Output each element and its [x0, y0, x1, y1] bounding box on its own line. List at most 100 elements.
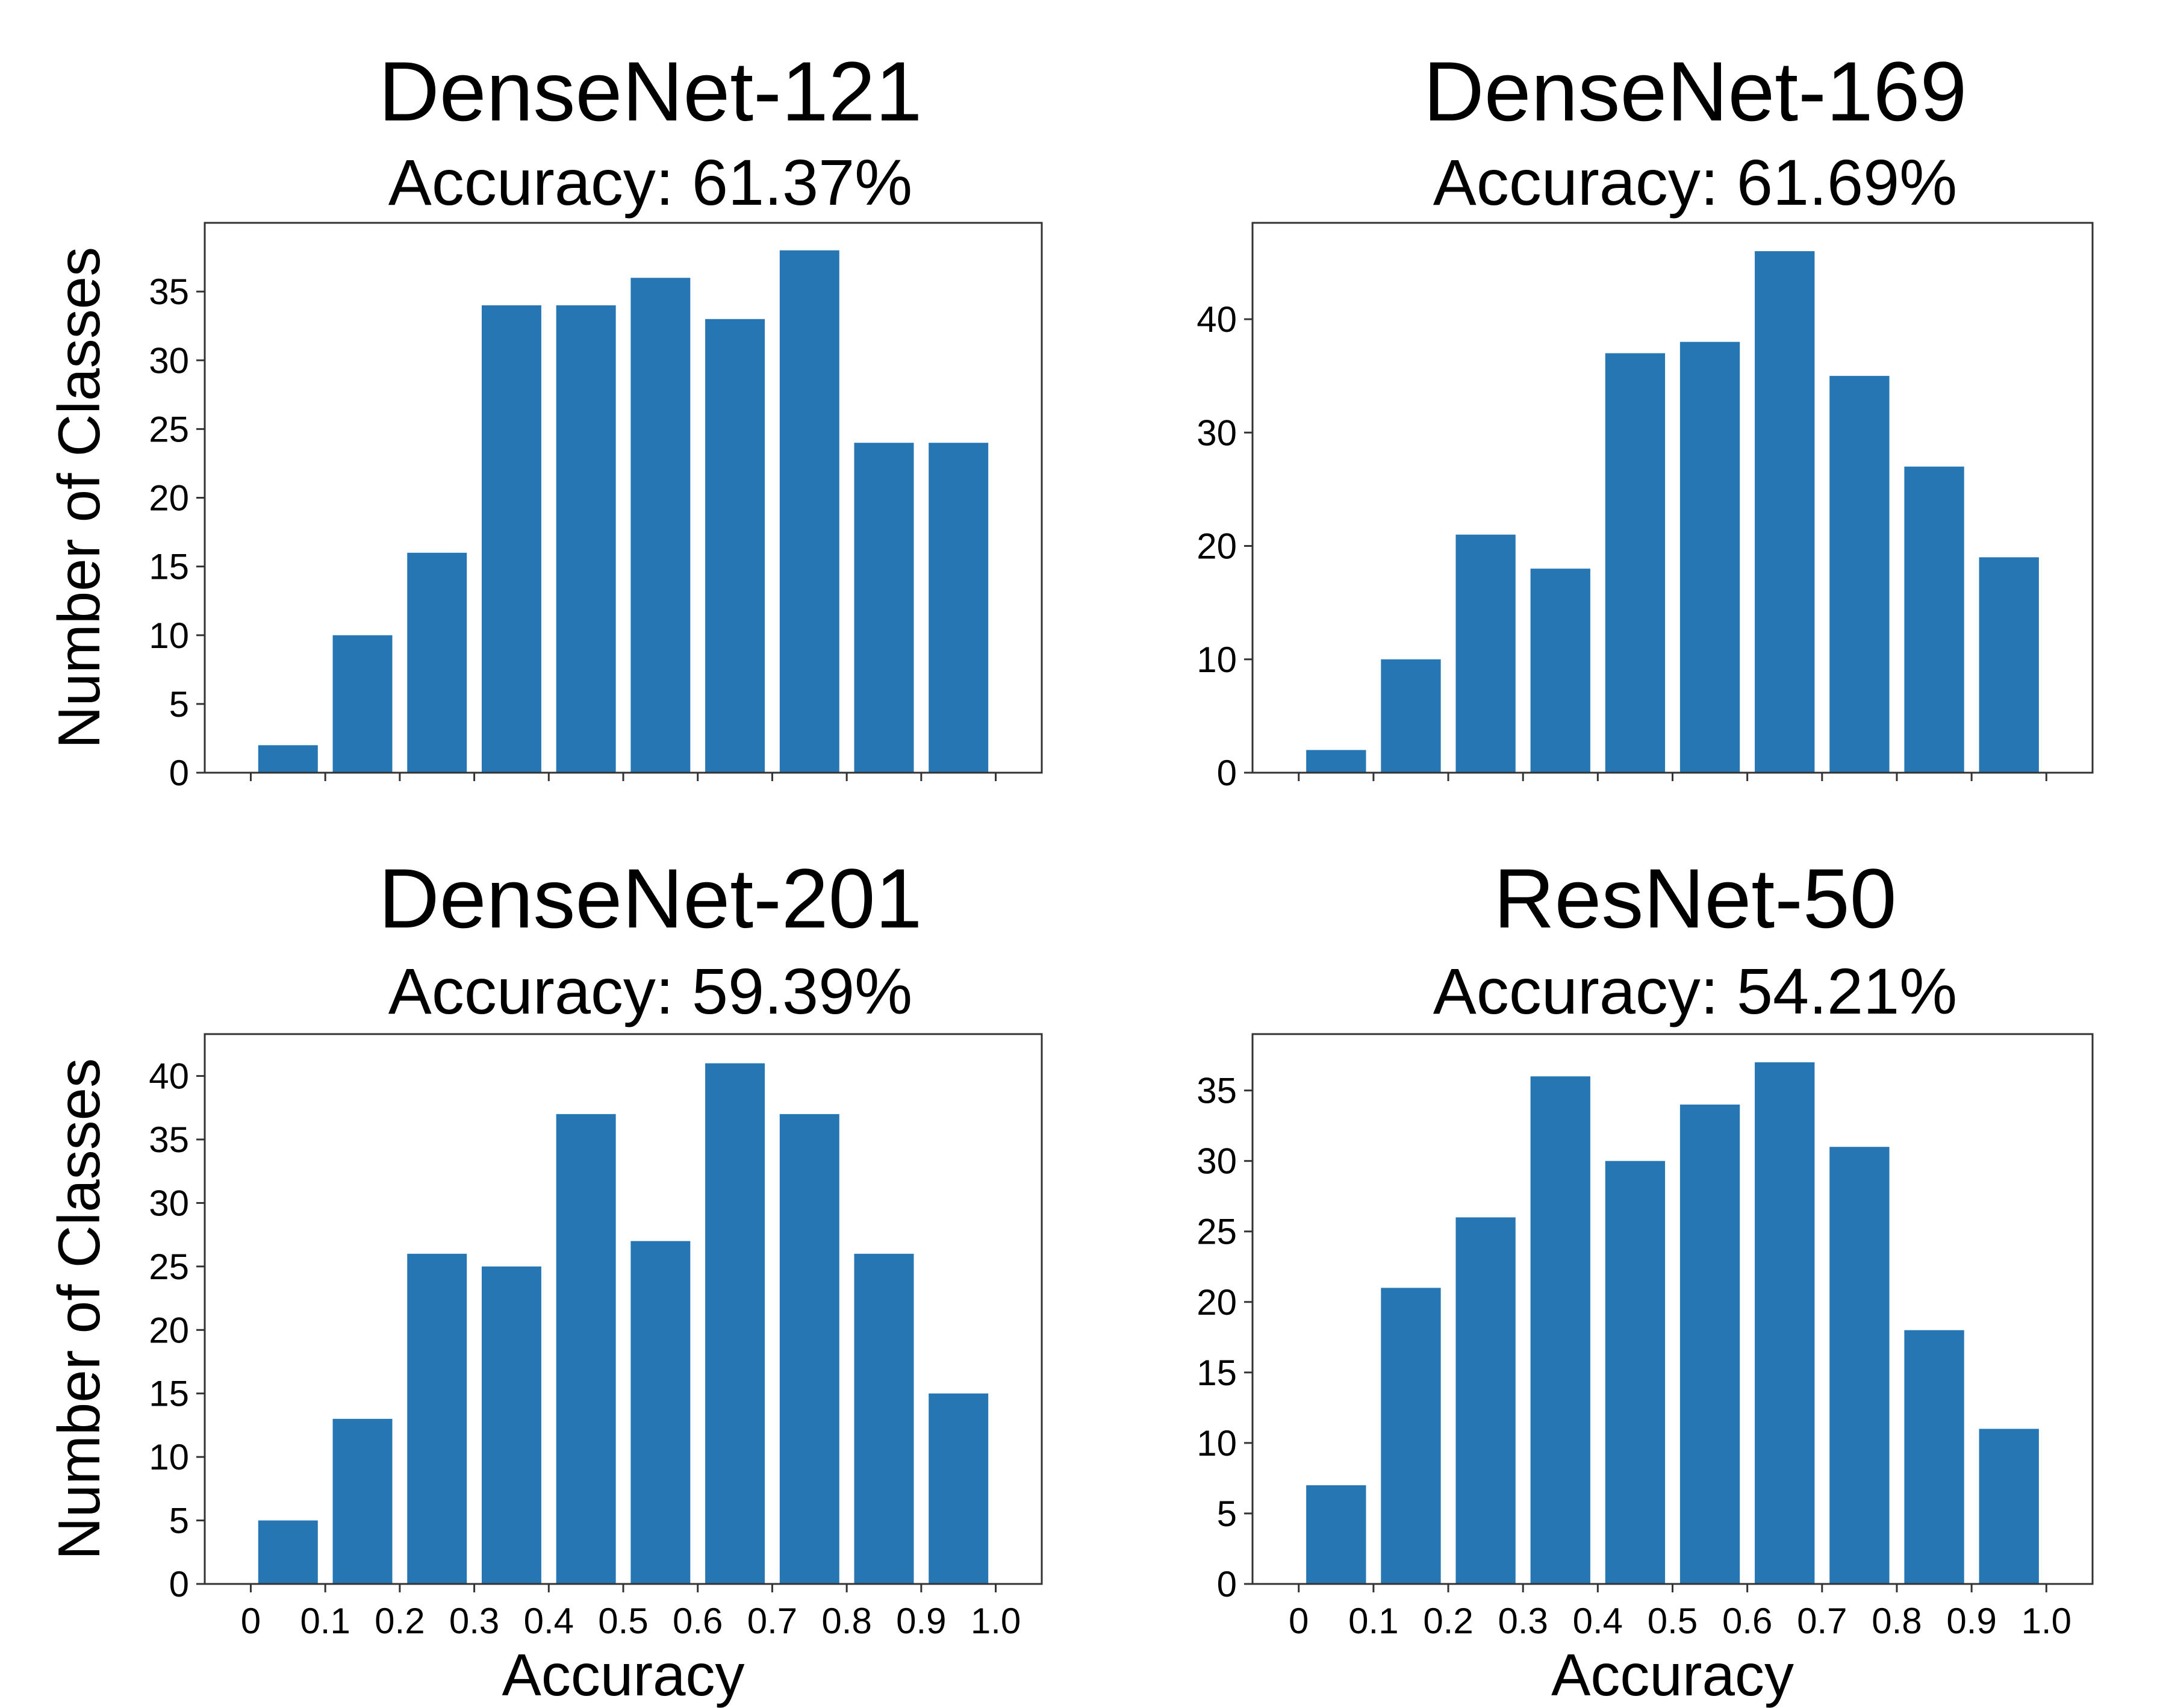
x-tick-label: 0 [241, 1601, 261, 1641]
y-tick-label: 25 [149, 409, 189, 449]
chart-panel: DenseNet-201 Accuracy: 59.39% 0 5 10 15 20 25 30… [46, 851, 1043, 1708]
axes-frame [204, 222, 1043, 774]
y-tick-label: 5 [169, 1501, 189, 1541]
axes-frame [204, 1033, 1043, 1585]
y-tick-label: 10 [149, 1437, 189, 1477]
bar [705, 319, 765, 773]
bar [1306, 750, 1366, 773]
chart-panel: ResNet-50 Accuracy: 54.21% 0 5 10 15 20 25 30 35 0… [1197, 851, 2094, 1708]
bar [1605, 353, 1666, 773]
y-tick-label: 5 [169, 684, 189, 725]
x-tick-label: 0.2 [375, 1601, 425, 1641]
x-axis-label: Accuracy [1551, 1642, 1794, 1708]
y-tick-label: 20 [149, 1310, 189, 1350]
chart-subtitle: Accuracy: 54.21% [1433, 955, 1957, 1027]
bar [705, 1063, 765, 1584]
axes-frame [1251, 1033, 2094, 1585]
y-tick-label: 25 [1197, 1212, 1237, 1252]
bar [779, 250, 839, 773]
y-tick-label: 40 [149, 1056, 189, 1097]
bar [332, 635, 393, 773]
bar [1605, 1161, 1666, 1584]
x-tick-label: 0.3 [1498, 1601, 1548, 1641]
x-tick-label: 0.6 [673, 1601, 723, 1641]
bar [332, 1418, 393, 1584]
y-tick-label: 0 [169, 1564, 189, 1604]
bar [1455, 534, 1516, 773]
y-tick-label: 20 [149, 478, 189, 519]
y-tick-label: 35 [149, 272, 189, 312]
bar [1306, 1485, 1366, 1584]
chart-subtitle: Accuracy: 59.39% [388, 955, 912, 1027]
bar [258, 745, 318, 773]
chart-title: DenseNet-201 [379, 851, 923, 946]
y-tick-label: 10 [1197, 1423, 1237, 1463]
x-tick-label: 0.5 [1648, 1601, 1698, 1641]
y-tick-label: 0 [169, 753, 189, 793]
axes-frame [1251, 222, 2094, 774]
bar [407, 1253, 467, 1584]
x-tick-label: 0 [1289, 1601, 1309, 1641]
bar [1979, 1429, 2039, 1584]
bar [630, 1241, 691, 1584]
bar [1755, 1062, 1815, 1584]
bar [1530, 1076, 1590, 1584]
y-tick-label: 30 [149, 340, 189, 381]
chart-title: DenseNet-169 [1424, 44, 1967, 139]
y-tick-label: 15 [1197, 1353, 1237, 1393]
bar [854, 1253, 914, 1584]
x-tick-label: 0.1 [300, 1601, 350, 1641]
x-tick-label: 0.5 [598, 1601, 648, 1641]
x-tick-label: 1.0 [2021, 1601, 2071, 1641]
x-tick-label: 0.9 [896, 1601, 946, 1641]
x-tick-label: 0.4 [1573, 1601, 1623, 1641]
bar [481, 1266, 541, 1584]
y-tick-label: 25 [149, 1247, 189, 1287]
x-tick-label: 0.9 [1946, 1601, 1996, 1641]
x-tick-label: 0.7 [1797, 1601, 1847, 1641]
x-tick-label: 0.8 [821, 1601, 871, 1641]
bar [1904, 466, 1964, 773]
bar [1755, 251, 1815, 773]
bar [1829, 376, 1890, 773]
bar [1979, 557, 2039, 773]
bar [1455, 1217, 1516, 1584]
y-axis-label: Number of Classes [46, 247, 112, 749]
x-tick-label: 0.2 [1423, 1601, 1473, 1641]
y-tick-label: 5 [1217, 1494, 1237, 1534]
bar [556, 305, 616, 773]
y-axis-label: Number of Classes [46, 1058, 112, 1560]
chart-subtitle: Accuracy: 61.37% [388, 146, 912, 219]
chart-title: ResNet-50 [1493, 851, 1896, 946]
bar [1679, 1105, 1740, 1584]
y-tick-label: 35 [149, 1120, 189, 1160]
y-tick-label: 30 [1197, 413, 1237, 453]
x-tick-label: 0.8 [1872, 1601, 1922, 1641]
bar [481, 305, 541, 773]
y-tick-label: 20 [1197, 526, 1237, 567]
y-tick-label: 35 [1197, 1071, 1237, 1111]
x-tick-label: 0.3 [449, 1601, 499, 1641]
y-tick-label: 10 [149, 616, 189, 656]
x-tick-label: 0.1 [1348, 1601, 1398, 1641]
y-tick-label: 10 [1197, 640, 1237, 680]
bar [929, 1393, 989, 1584]
y-tick-label: 20 [1197, 1282, 1237, 1323]
x-tick-label: 1.0 [971, 1601, 1021, 1641]
y-tick-label: 30 [1197, 1141, 1237, 1182]
y-tick-label: 15 [149, 547, 189, 587]
x-tick-label: 0.4 [524, 1601, 574, 1641]
bar [407, 552, 467, 773]
x-tick-label: 0.6 [1722, 1601, 1772, 1641]
x-tick-label: 0.7 [747, 1601, 797, 1641]
y-tick-label: 0 [1217, 1564, 1237, 1604]
bar [258, 1520, 318, 1584]
bar [1904, 1330, 1964, 1584]
y-tick-label: 15 [149, 1374, 189, 1414]
x-axis-label: Accuracy [502, 1642, 744, 1708]
bar [929, 443, 989, 773]
bar [1530, 569, 1590, 773]
